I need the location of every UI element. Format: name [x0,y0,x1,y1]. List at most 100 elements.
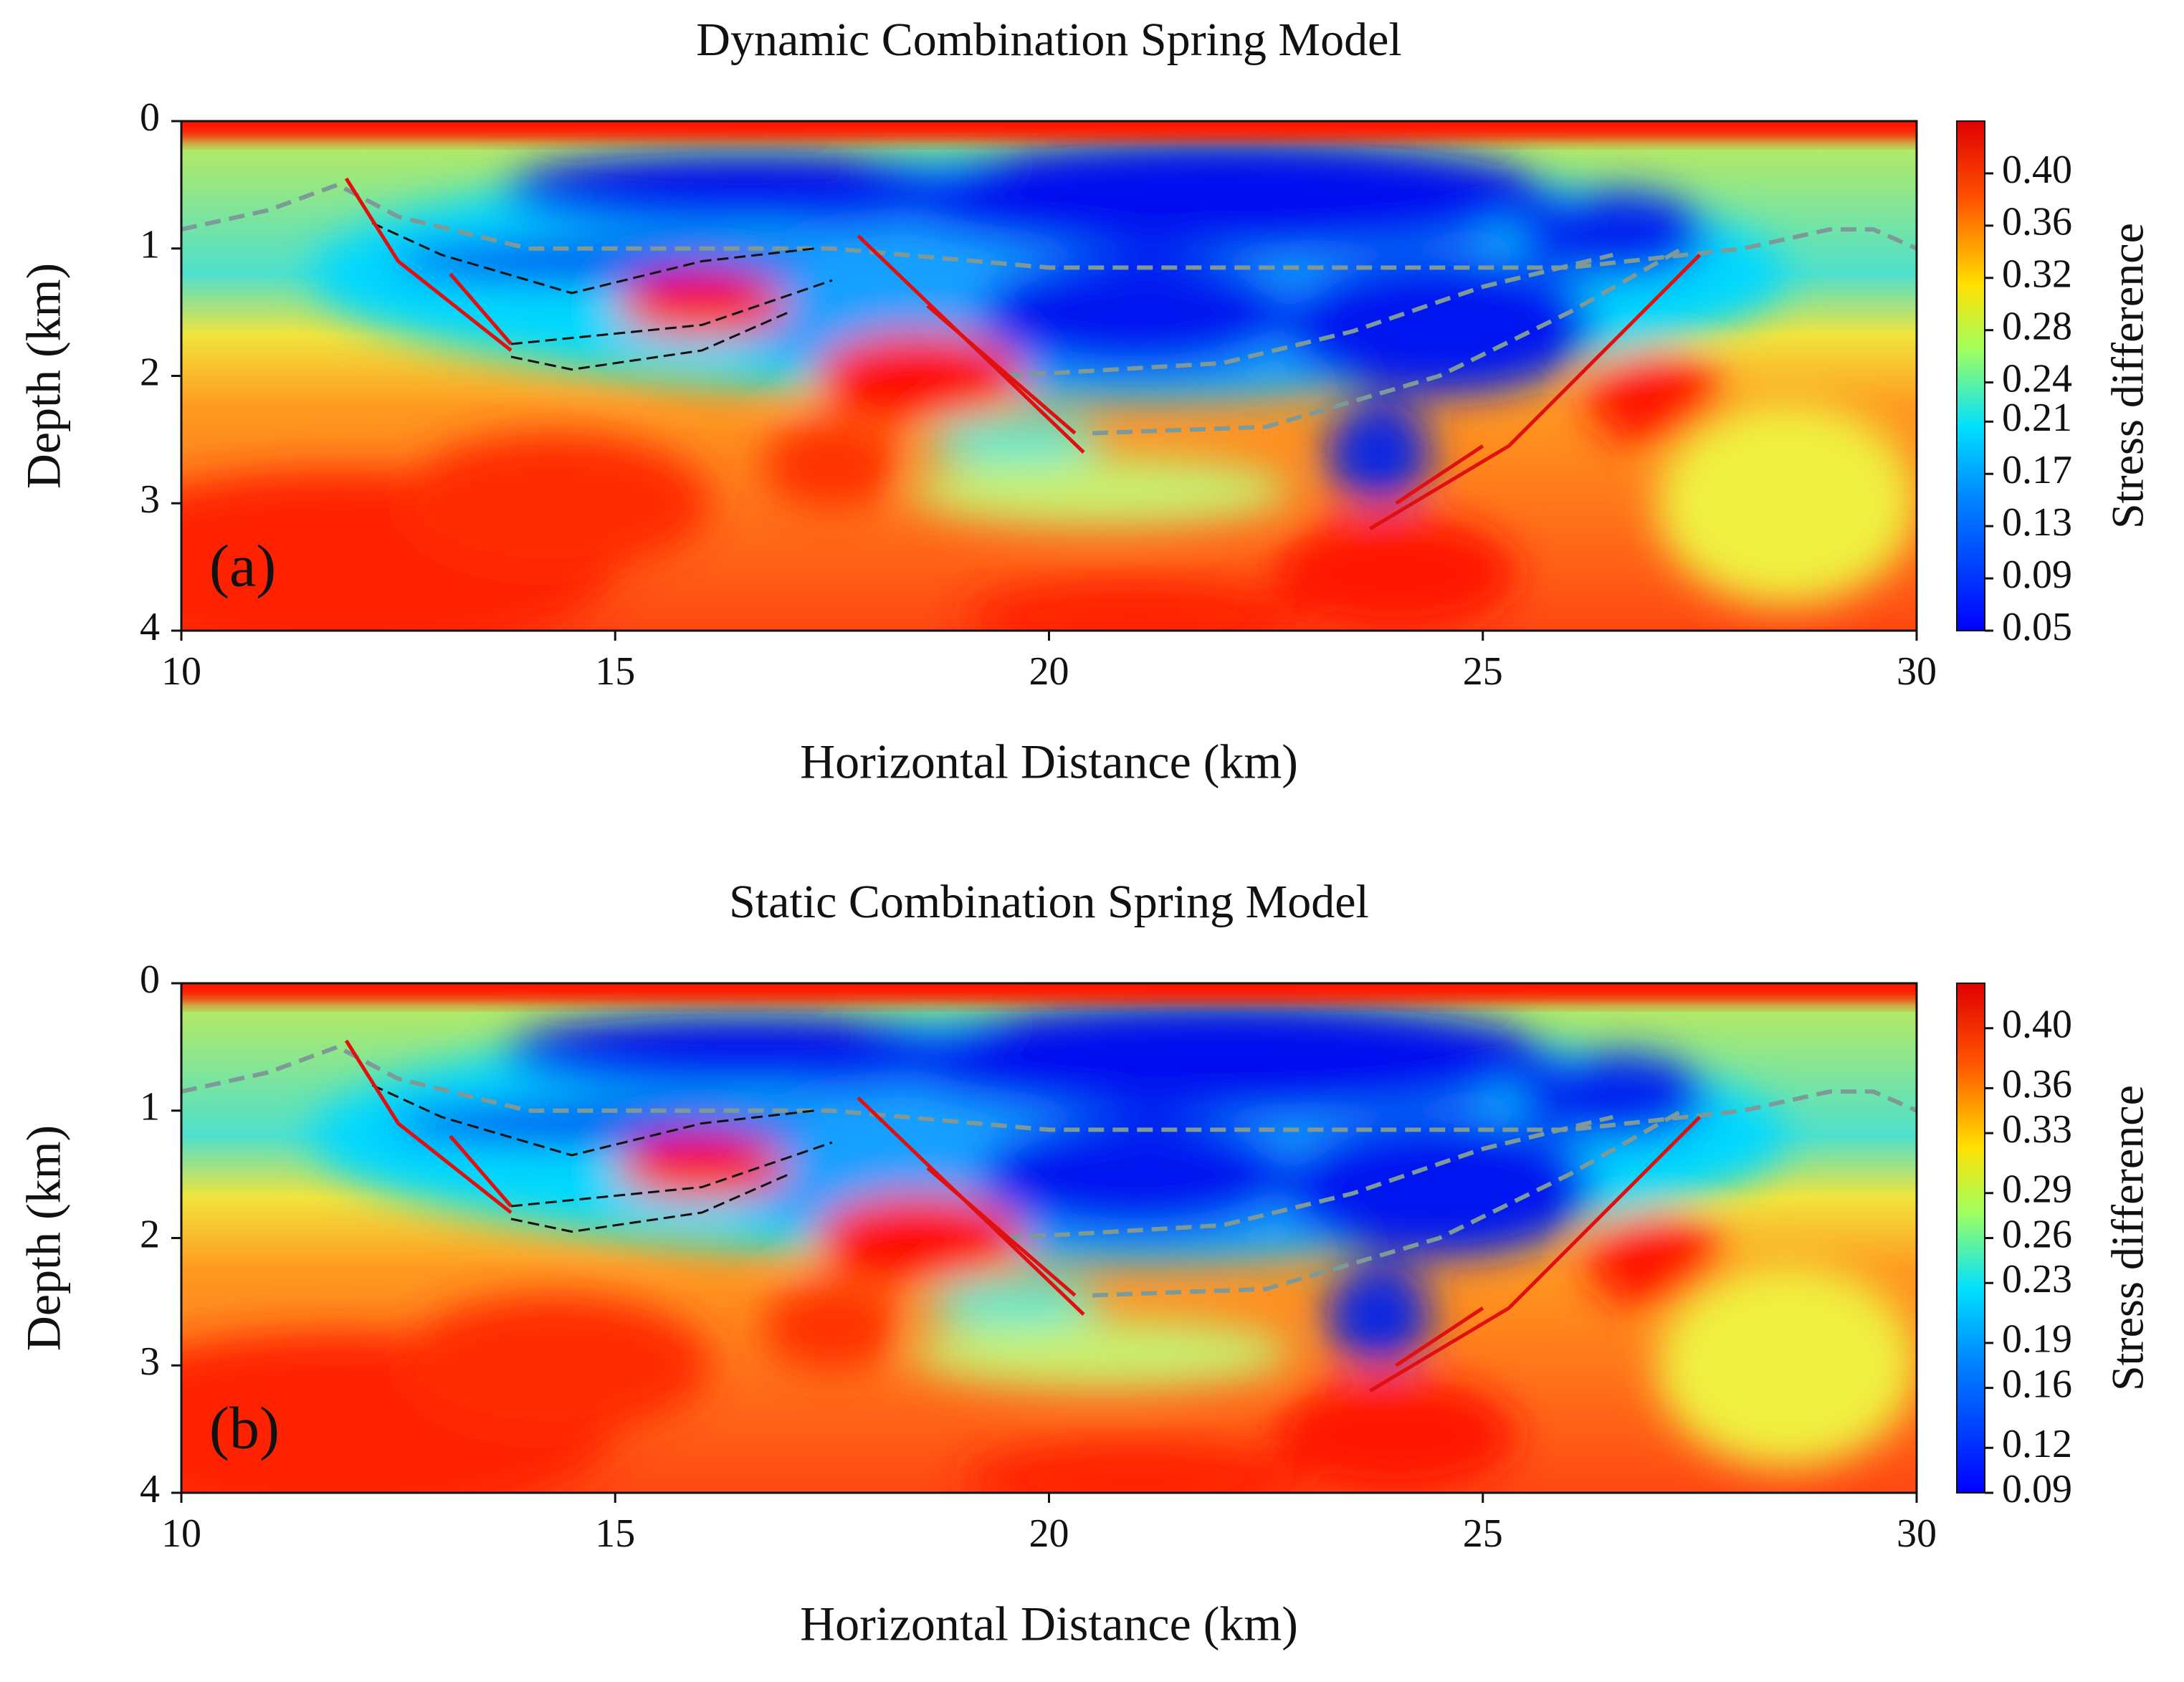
x-tick-label: 10 [161,649,201,694]
heat-field [181,983,1917,1493]
field-blob [814,1193,1024,1283]
field-blob [1587,1218,1726,1309]
field-blob [1274,1378,1518,1493]
field-blobs [181,1002,1917,1493]
x-tick-label: 25 [1463,649,1503,694]
field-blob [928,414,1102,465]
horizon-line [1092,247,1684,436]
y-tick-label: 0 [140,95,160,140]
colorbar-tick-label: 0.40 [2002,148,2072,192]
fault-line [1369,1115,1702,1392]
colorbar-label: Stress difference [2102,1085,2153,1391]
field-blob [763,420,902,510]
y-tick-label: 3 [140,477,160,522]
x-axis-label: Horizontal Distance (km) [800,735,1298,789]
colorbar-tick-label: 0.23 [2002,1257,2072,1301]
colorbar-tick-label: 0.33 [2002,1107,2072,1152]
field-blob [1326,401,1431,504]
field-blob [962,579,1310,631]
top-band-rect [181,983,1917,1003]
field-blob [502,1015,988,1092]
x-tick-label: 30 [1897,1511,1937,1556]
fault-line [1395,444,1484,505]
colorbar-tick-label: 0.29 [2002,1167,2072,1212]
panel-label: (b) [209,1395,280,1461]
field-blob [910,1317,1292,1389]
field-blob [398,1295,711,1436]
colorbar-tick-label: 0.09 [2002,553,2072,597]
field-blob [979,254,1292,370]
field-blob [910,454,1292,527]
layer-line [371,1084,815,1157]
horizon-line [1005,1114,1614,1241]
fault-line [449,1134,512,1208]
field-blob [1283,254,1596,396]
y-tick-label: 4 [140,605,160,649]
y-tick-label: 2 [140,1212,160,1256]
y-tick-label: 4 [140,1467,160,1511]
y-tick-label: 3 [140,1339,160,1384]
field-blob [389,1103,806,1144]
chart-title: Dynamic Combination Spring Model [696,14,1401,66]
colorbar-label: Stress difference [2102,223,2153,529]
field-blob [928,1276,1102,1327]
y-axis-label: Depth (km) [16,1125,71,1351]
horizon-line [1005,252,1614,378]
field-blob [389,241,806,282]
x-axis-label: Horizontal Distance (km) [800,1597,1298,1651]
colorbar-tick-label: 0.16 [2002,1362,2072,1406]
colorbar-tick-label: 0.05 [2002,605,2072,649]
top-band-rect [181,121,1917,140]
field-blob [962,1441,1310,1493]
colorbar [1956,120,1985,631]
field-blob [892,140,1553,255]
fault-line [926,1166,1077,1297]
colorbar [1956,983,1985,1494]
field-blob [615,274,789,338]
horizon-line [181,1044,1917,1132]
y-tick-label: 1 [140,1085,160,1129]
colorbar-tick-label: 0.24 [2002,356,2072,401]
field-blob [1587,356,1726,446]
field-blob [979,1117,1292,1232]
field-blob [398,433,711,574]
field-blob [1274,516,1518,631]
x-tick-label: 20 [1029,1511,1069,1556]
x-tick-label: 30 [1897,649,1937,694]
colorbar-tick-label: 0.13 [2002,500,2072,545]
x-tick-label: 10 [161,1511,201,1556]
x-tick-label: 15 [595,649,635,694]
layer-line [510,279,833,345]
x-tick-label: 15 [595,1511,635,1556]
field-blob [1517,1053,1709,1143]
y-tick-label: 0 [140,957,160,1002]
chart-title: Static Combination Spring Model [729,876,1369,928]
field-blob [1656,1263,1917,1468]
horizon-line [181,182,1917,270]
colorbar-tick-label: 0.32 [2002,252,2072,297]
top-band [181,983,1917,1003]
fault-line [344,1039,512,1214]
colorbar-tick-label: 0.12 [2002,1422,2072,1466]
heat-field [181,121,1917,631]
fault-line [1395,1306,1484,1367]
colorbar-tick-label: 0.09 [2002,1467,2072,1511]
colorbar-tick-label: 0.17 [2002,448,2072,492]
colorbar-tick-label: 0.40 [2002,1003,2072,1047]
layer-line [510,1141,833,1208]
field-blob [763,1282,902,1372]
layer-line [510,311,789,371]
field-blob [1517,191,1709,281]
field-blob [502,153,988,230]
colorbar-tick-label: 0.26 [2002,1212,2072,1256]
field-blobs [181,140,1917,631]
field-blob [615,1136,789,1200]
x-tick-label: 20 [1029,649,1069,694]
field-blob [1283,1117,1596,1258]
colorbar-tick-label: 0.21 [2002,396,2072,440]
x-tick-label: 25 [1463,1511,1503,1556]
layer-line [371,221,815,295]
field-blob [814,331,1024,421]
horizon-line [1092,1109,1684,1298]
